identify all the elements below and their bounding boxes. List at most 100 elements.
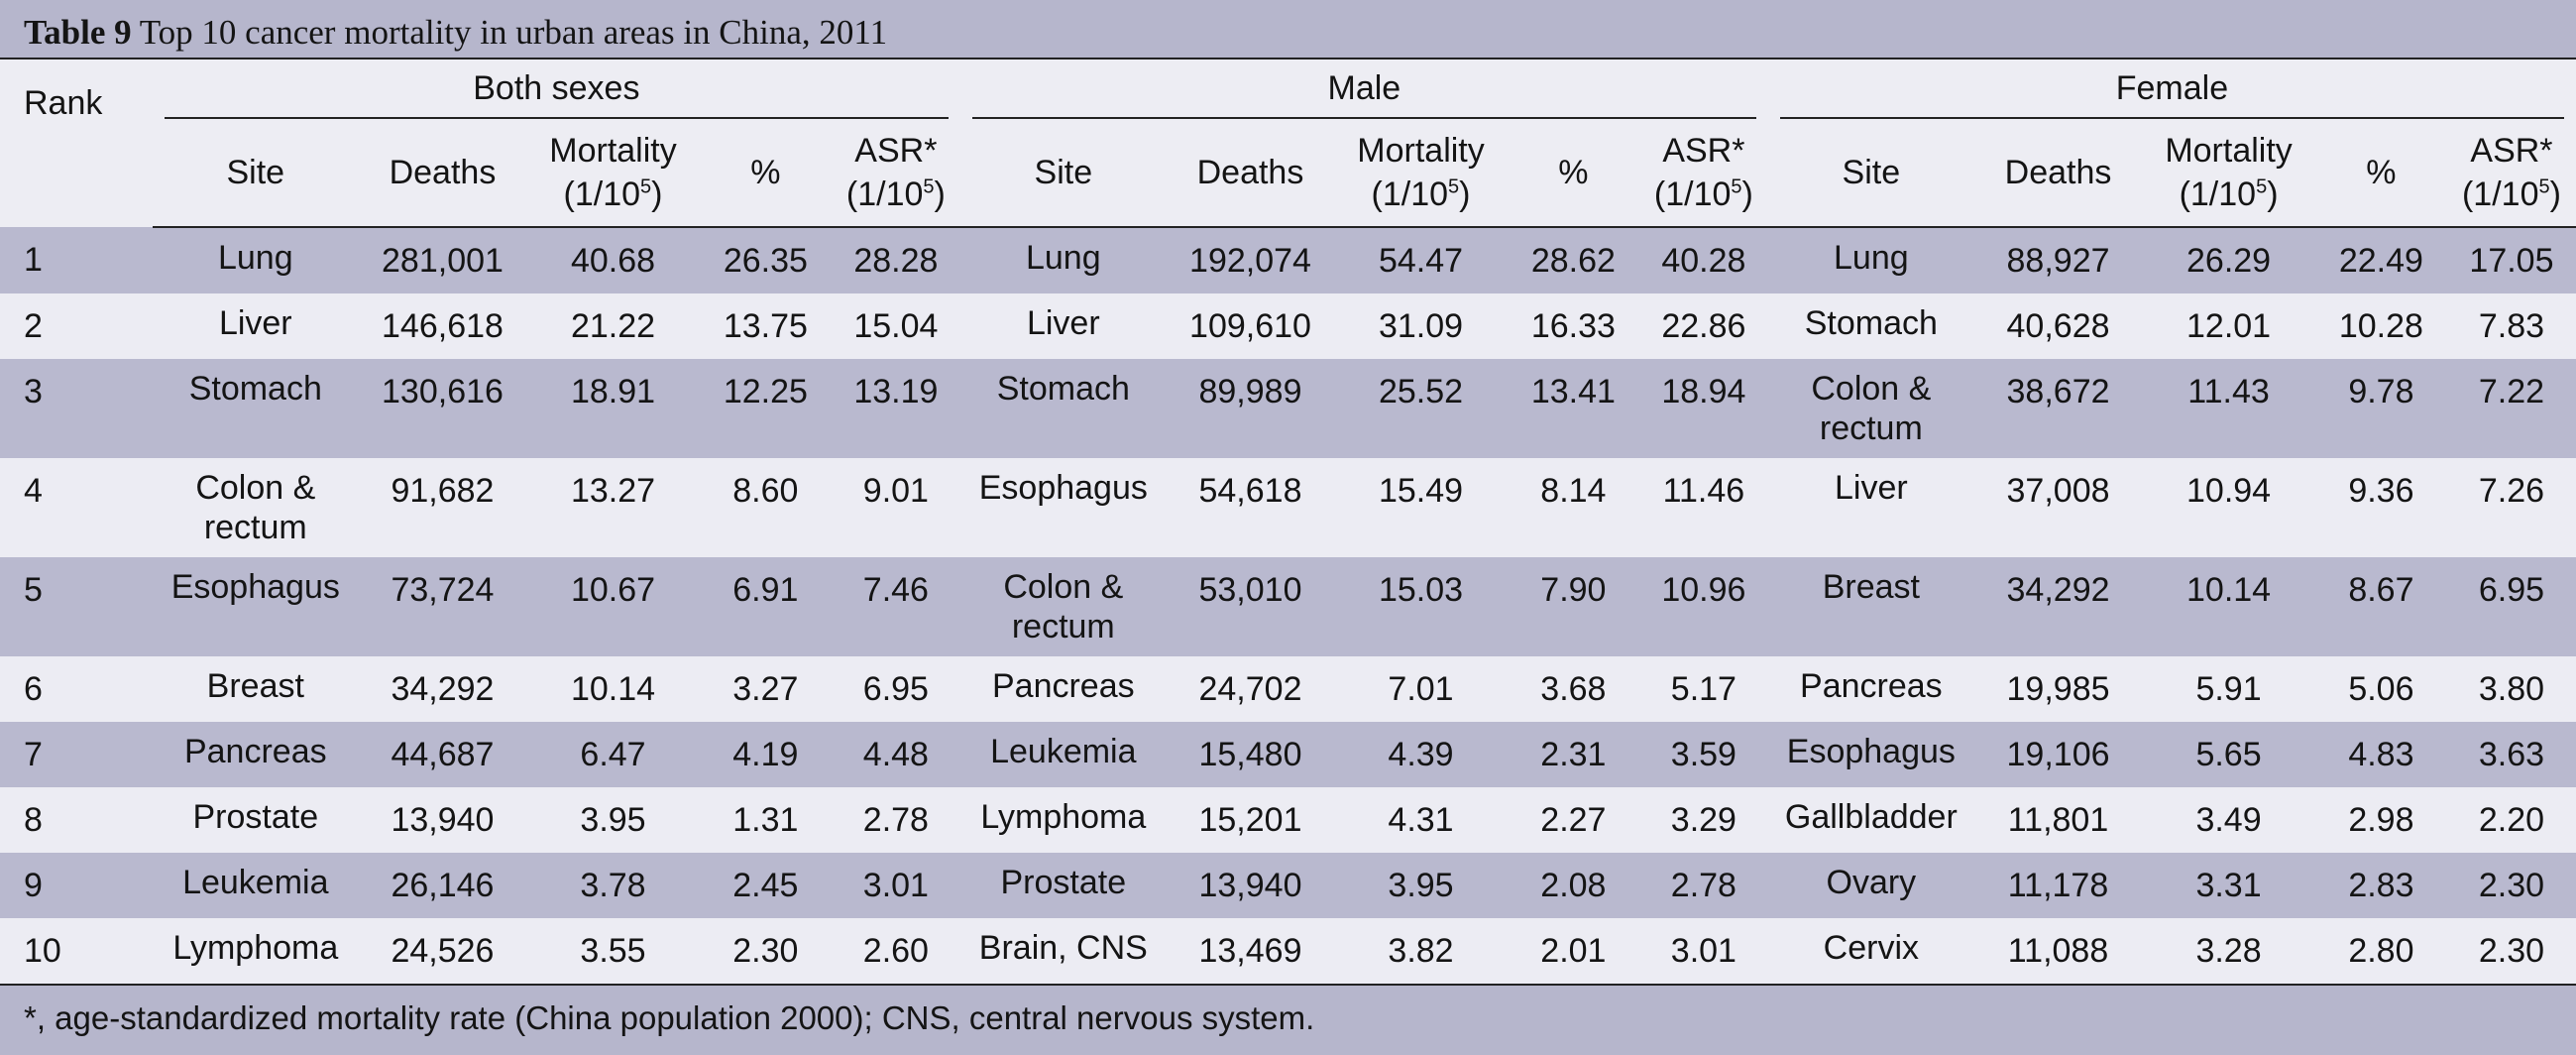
female-deaths-header: Deaths [1973, 119, 2143, 228]
female-asr-cell: 7.26 [2446, 458, 2576, 557]
rank-cell: 10 [0, 918, 153, 986]
male-site-header: Site [959, 119, 1167, 228]
female-asr-header: ASR* (1/105) [2446, 119, 2576, 228]
male-site-cell: Brain, CNS [959, 918, 1167, 986]
female-site-cell: Gallbladder [1767, 787, 1974, 853]
rank-cell: 5 [0, 557, 153, 656]
female-percent-cell: 2.80 [2314, 918, 2447, 986]
table-row: 2 Liver 146,618 21.22 13.75 15.04 Liver 109,610… [0, 293, 2576, 359]
both-site-header: Site [152, 119, 359, 228]
female-asr-cell: 3.63 [2446, 722, 2576, 787]
female-site-cell: Cervix [1767, 918, 1974, 986]
both-asr-cell: 9.01 [831, 458, 960, 557]
both-mortality-cell: 3.78 [526, 853, 700, 918]
both-site-cell: Stomach [152, 359, 359, 458]
female-site-cell: Breast [1767, 557, 1974, 656]
both-site-cell: Esophagus [152, 557, 359, 656]
female-percent-cell: 5.06 [2314, 656, 2447, 722]
both-site-cell: Breast [152, 656, 359, 722]
male-percent-cell: 13.41 [1507, 359, 1639, 458]
male-site-cell: Prostate [959, 853, 1167, 918]
male-deaths-cell: 54,618 [1166, 458, 1335, 557]
mortality-table: Rank Both sexes Male Female Site Deaths Mo… [0, 58, 2576, 986]
male-asr-cell: 10.96 [1638, 557, 1768, 656]
female-asr-cell: 3.80 [2446, 656, 2576, 722]
both-mortality-cell: 40.68 [526, 227, 700, 293]
male-percent-cell: 3.68 [1507, 656, 1639, 722]
both-asr-cell: 28.28 [831, 227, 960, 293]
male-asr-cell: 3.59 [1638, 722, 1768, 787]
both-deaths-cell: 44,687 [358, 722, 527, 787]
male-deaths-cell: 15,201 [1166, 787, 1335, 853]
both-deaths-header: Deaths [358, 119, 527, 228]
male-site-cell: Pancreas [959, 656, 1167, 722]
male-deaths-cell: 13,940 [1166, 853, 1335, 918]
table-row: 6 Breast 34,292 10.14 3.27 6.95 Pancreas 24,702… [0, 656, 2576, 722]
both-mortality-cell: 10.14 [526, 656, 700, 722]
female-deaths-cell: 19,106 [1973, 722, 2143, 787]
female-site-cell: Pancreas [1767, 656, 1974, 722]
both-site-cell: Colon & rectum [152, 458, 359, 557]
table-row: 10 Lymphoma 24,526 3.55 2.30 2.60 Brain, CNS 13… [0, 918, 2576, 986]
female-asr-cell: 2.30 [2446, 918, 2576, 986]
male-mortality-cell: 15.49 [1334, 458, 1508, 557]
male-asr-cell: 22.86 [1638, 293, 1768, 359]
both-deaths-cell: 130,616 [358, 359, 527, 458]
female-mortality-cell: 5.91 [2142, 656, 2315, 722]
table-row: 1 Lung 281,001 40.68 26.35 28.28 Lung 192,074 54… [0, 227, 2576, 293]
male-site-cell: Colon & rectum [959, 557, 1167, 656]
female-percent-cell: 22.49 [2314, 227, 2447, 293]
female-asr-cell: 7.83 [2446, 293, 2576, 359]
male-mortality-header: Mortality (1/105) [1334, 119, 1508, 228]
male-percent-cell: 8.14 [1507, 458, 1639, 557]
both-deaths-cell: 281,001 [358, 227, 527, 293]
female-deaths-cell: 88,927 [1973, 227, 2143, 293]
female-site-cell: Liver [1767, 458, 1974, 557]
female-deaths-cell: 11,178 [1973, 853, 2143, 918]
both-mortality-cell: 3.55 [526, 918, 700, 986]
both-site-cell: Pancreas [152, 722, 359, 787]
female-site-cell: Colon & rectum [1767, 359, 1974, 458]
male-deaths-cell: 89,989 [1166, 359, 1335, 458]
both-asr-cell: 15.04 [831, 293, 960, 359]
female-percent-cell: 2.83 [2314, 853, 2447, 918]
both-asr-cell: 2.78 [831, 787, 960, 853]
male-deaths-cell: 109,610 [1166, 293, 1335, 359]
female-mortality-cell: 3.28 [2142, 918, 2315, 986]
table-title: Top 10 cancer mortality in urban areas i… [139, 13, 888, 52]
table-footnote: *, age-standardized mortality rate (Chin… [0, 986, 2576, 1055]
female-site-cell: Lung [1767, 227, 1974, 293]
group-header-male: Male [959, 58, 1768, 119]
male-deaths-cell: 24,702 [1166, 656, 1335, 722]
male-asr-cell: 18.94 [1638, 359, 1768, 458]
female-percent-header: % [2314, 119, 2447, 228]
both-mortality-cell: 3.95 [526, 787, 700, 853]
table-row: 8 Prostate 13,940 3.95 1.31 2.78 Lymphoma 15,20… [0, 787, 2576, 853]
male-asr-cell: 2.78 [1638, 853, 1768, 918]
both-deaths-cell: 26,146 [358, 853, 527, 918]
male-asr-cell: 3.29 [1638, 787, 1768, 853]
female-mortality-cell: 12.01 [2142, 293, 2315, 359]
table-row: 4 Colon & rectum 91,682 13.27 8.60 9.01 Esopha… [0, 458, 2576, 557]
female-deaths-cell: 40,628 [1973, 293, 2143, 359]
male-deaths-cell: 192,074 [1166, 227, 1335, 293]
rank-cell: 8 [0, 787, 153, 853]
table-row: 5 Esophagus 73,724 10.67 6.91 7.46 Colon & rec… [0, 557, 2576, 656]
male-mortality-cell: 3.82 [1334, 918, 1508, 986]
both-percent-cell: 2.45 [699, 853, 832, 918]
table-caption: Table 9 Top 10 cancer mortality in urban… [0, 0, 2576, 58]
both-asr-cell: 2.60 [831, 918, 960, 986]
female-site-cell: Esophagus [1767, 722, 1974, 787]
female-deaths-cell: 34,292 [1973, 557, 2143, 656]
table-row: 7 Pancreas 44,687 6.47 4.19 4.48 Leukemia 15,48… [0, 722, 2576, 787]
both-site-cell: Liver [152, 293, 359, 359]
male-deaths-cell: 15,480 [1166, 722, 1335, 787]
both-percent-cell: 3.27 [699, 656, 832, 722]
male-percent-cell: 16.33 [1507, 293, 1639, 359]
rank-cell: 7 [0, 722, 153, 787]
both-mortality-cell: 21.22 [526, 293, 700, 359]
rank-cell: 4 [0, 458, 153, 557]
both-mortality-cell: 6.47 [526, 722, 700, 787]
male-site-cell: Lymphoma [959, 787, 1167, 853]
both-percent-cell: 8.60 [699, 458, 832, 557]
